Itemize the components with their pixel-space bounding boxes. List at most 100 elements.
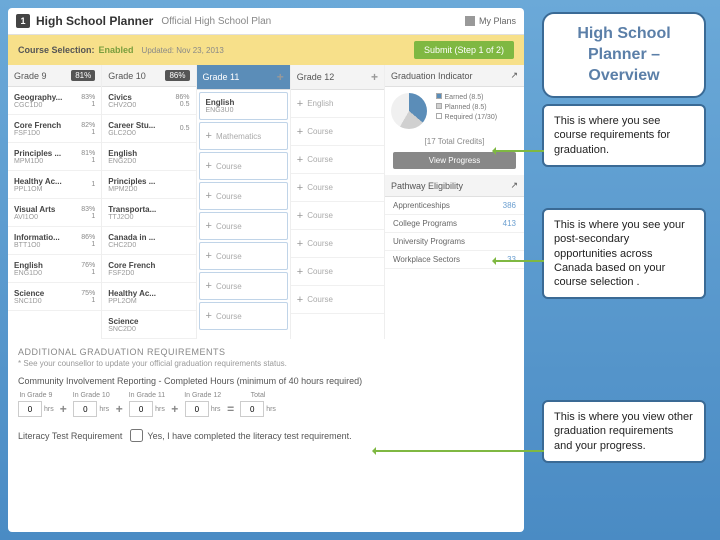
pathway-row[interactable]: Apprenticeships386 xyxy=(385,197,524,215)
course-placeholder[interactable]: +Course xyxy=(291,230,384,258)
pathway-list: Apprenticeships386College Programs413Uni… xyxy=(385,197,524,269)
operator: + xyxy=(169,402,180,416)
grade-header[interactable]: Grade 1086% xyxy=(102,65,195,87)
pathway-title: Pathway Eligibility xyxy=(391,181,463,191)
submit-button[interactable]: Submit (Step 1 of 2) xyxy=(414,41,514,59)
course-row[interactable]: EnglishENG1D076%1 xyxy=(8,255,101,283)
callout-pathway: This is where you see your post-secondar… xyxy=(542,208,706,299)
hours-row: In Grade 9hrs + In Grade 10hrs + In Grade 11… xyxy=(18,392,514,417)
hours-input[interactable] xyxy=(185,401,209,417)
my-plans-link[interactable]: My Plans xyxy=(465,16,516,26)
slide-title: High School Planner – Overview xyxy=(542,12,706,98)
literacy-label: Literacy Test Requirement xyxy=(18,431,122,441)
course-placeholder[interactable]: +Course xyxy=(291,174,384,202)
expand-icon: ↗ xyxy=(510,70,518,81)
hours-box: In Grade 11hrs xyxy=(129,392,165,417)
grade-column: Grade 11+EnglishENG3U0+Mathematics+Cours… xyxy=(197,65,291,339)
course-placeholder[interactable]: +Course xyxy=(199,212,288,240)
course-row[interactable]: Visual ArtsAVI1O083%1 xyxy=(8,199,101,227)
course-placeholder[interactable]: +Course xyxy=(291,286,384,314)
course-placeholder[interactable]: +Course xyxy=(291,146,384,174)
agr-title: ADDITIONAL GRADUATION REQUIREMENTS xyxy=(18,347,514,357)
expand-icon: ↗ xyxy=(510,180,518,191)
literacy-row: Literacy Test Requirement Yes, I have co… xyxy=(8,421,524,450)
grade-header[interactable]: Grade 981% xyxy=(8,65,101,87)
course-placeholder[interactable]: +Course xyxy=(291,258,384,286)
course-row[interactable]: EnglishENG2D0 xyxy=(102,143,195,171)
course-placeholder[interactable]: +Course xyxy=(199,272,288,300)
course-row[interactable]: Core FrenchFSF2D0 xyxy=(102,255,195,283)
course-row[interactable]: Transporta...TTJ2O0 xyxy=(102,199,195,227)
grade-header[interactable]: Grade 11+ xyxy=(197,65,290,90)
course-placeholder[interactable]: +Mathematics xyxy=(199,122,288,150)
agr-note: * See your counsellor to update your off… xyxy=(18,359,514,368)
legend-planned: Planned (8.5) xyxy=(445,104,487,111)
course-row[interactable]: Core FrenchFSF1D082%1 xyxy=(8,115,101,143)
arrow-2 xyxy=(494,260,544,262)
planner-app: 1 High School Planner Official High Scho… xyxy=(8,8,524,532)
status-label: Course Selection: xyxy=(18,45,95,55)
course-row[interactable]: ScienceSNC2D0 xyxy=(102,311,195,339)
grad-title: Graduation Indicator xyxy=(391,71,473,81)
course-placeholder[interactable]: +Course xyxy=(199,302,288,330)
pathway-row[interactable]: College Programs413 xyxy=(385,215,524,233)
status-value: Enabled xyxy=(99,45,134,55)
hours-box: In Grade 9hrs xyxy=(18,392,54,417)
grad-chart-area: Earned (8.5) Planned (8.5) Required (17/… xyxy=(385,87,524,135)
course-row[interactable]: ScienceSNC1D075%1 xyxy=(8,283,101,311)
main-area: Grade 981%Geography...CGC1D083%1Core Fre… xyxy=(8,65,524,339)
hours-box: In Grade 12hrs xyxy=(184,392,221,417)
app-subtitle: Official High School Plan xyxy=(161,16,271,27)
course-row[interactable]: Geography...CGC1D083%1 xyxy=(8,87,101,115)
pathway-row[interactable]: University Programs xyxy=(385,233,524,251)
course-row[interactable]: Canada in ...CHC2D0 xyxy=(102,227,195,255)
course-placeholder[interactable]: +Course xyxy=(291,118,384,146)
hours-box: In Grade 10hrs xyxy=(73,392,110,417)
grade-columns: Grade 981%Geography...CGC1D083%1Core Fre… xyxy=(8,65,384,339)
view-progress-button[interactable]: View Progress xyxy=(393,152,516,169)
course-placeholder[interactable]: +English xyxy=(291,90,384,118)
legend-earned: Earned (8.5) xyxy=(445,94,484,101)
course-row[interactable]: Principles ...MPM1D081%1 xyxy=(8,143,101,171)
course-row[interactable]: Principles ...MPM2D0 xyxy=(102,171,195,199)
grade-column: Grade 981%Geography...CGC1D083%1Core Fre… xyxy=(8,65,102,339)
course-placeholder[interactable]: +Course xyxy=(291,202,384,230)
literacy-checkbox[interactable] xyxy=(130,429,143,442)
course-row[interactable]: Informatio...BTT1O086%1 xyxy=(8,227,101,255)
course-placeholder[interactable]: +Course xyxy=(199,152,288,180)
callout-agr: This is where you view other graduation … xyxy=(542,400,706,463)
pathway-header[interactable]: Pathway Eligibility ↗ xyxy=(385,175,524,197)
plan-number-badge: 1 xyxy=(16,14,30,28)
status-bar: Course Selection: Enabled Updated: Nov 2… xyxy=(8,35,524,65)
app-title: High School Planner xyxy=(36,14,153,28)
course-row[interactable]: Healthy Ac...PPL2OM xyxy=(102,283,195,311)
grad-indicator-header[interactable]: Graduation Indicator ↗ xyxy=(385,65,524,87)
course-row[interactable]: Healthy Ac...PPL1OM1 xyxy=(8,171,101,199)
total-credits: [17 Total Credits] xyxy=(385,135,524,148)
sidebar: Graduation Indicator ↗ Earned (8.5) Plan… xyxy=(384,65,524,339)
arrow-3 xyxy=(374,450,544,452)
operator: + xyxy=(58,402,69,416)
course-row[interactable]: EnglishENG3U0 xyxy=(199,92,288,120)
hours-input[interactable] xyxy=(73,401,97,417)
hours-input[interactable] xyxy=(18,401,42,417)
operator: = xyxy=(225,402,236,416)
course-placeholder[interactable]: +Course xyxy=(199,182,288,210)
app-header: 1 High School Planner Official High Scho… xyxy=(8,8,524,35)
literacy-text: Yes, I have completed the literacy test … xyxy=(147,431,351,441)
grade-column: Grade 1086%CivicsCHV2O086%0.5Career Stu.… xyxy=(102,65,196,339)
hours-input[interactable] xyxy=(240,401,264,417)
operator: + xyxy=(114,402,125,416)
additional-requirements: ADDITIONAL GRADUATION REQUIREMENTS * See… xyxy=(8,339,524,421)
pie-chart xyxy=(391,93,427,129)
course-placeholder[interactable]: +Course xyxy=(199,242,288,270)
hours-input[interactable] xyxy=(129,401,153,417)
course-row[interactable]: Career Stu...GLC2O00.5 xyxy=(102,115,195,143)
legend-required: Required (17/30) xyxy=(445,114,498,121)
hours-box: Totalhrs xyxy=(240,392,276,417)
status-updated: Updated: Nov 23, 2013 xyxy=(142,46,224,55)
grid-icon xyxy=(465,16,475,26)
course-row[interactable]: CivicsCHV2O086%0.5 xyxy=(102,87,195,115)
callout-grad: This is where you see course requirement… xyxy=(542,104,706,167)
grade-header[interactable]: Grade 12+ xyxy=(291,65,384,90)
